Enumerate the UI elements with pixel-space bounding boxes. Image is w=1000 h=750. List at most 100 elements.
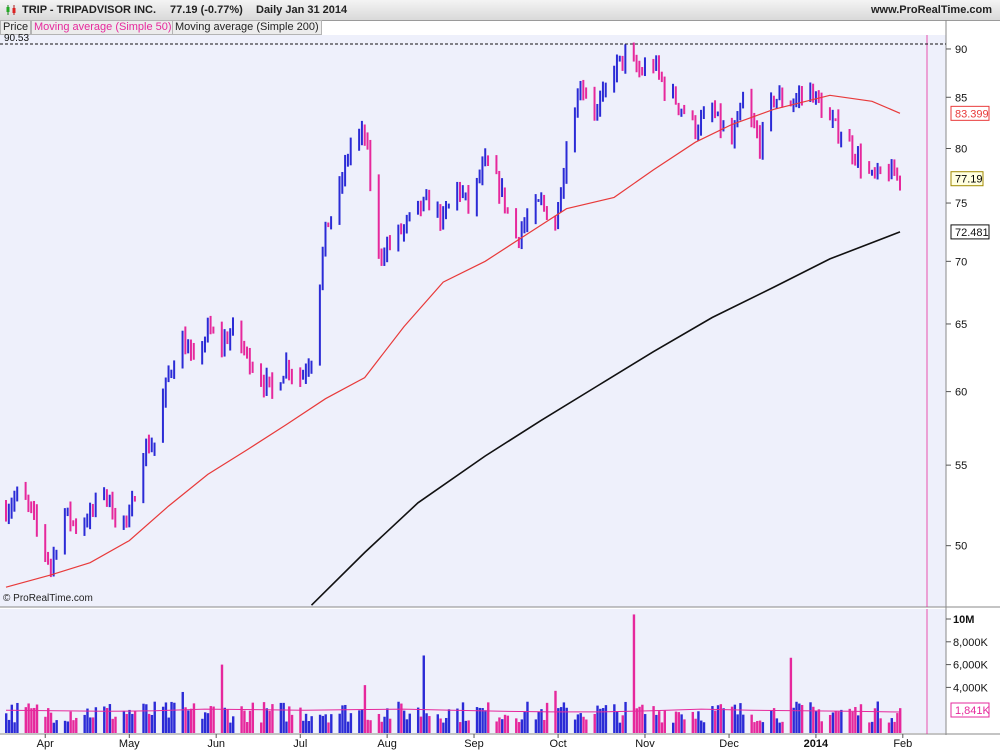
volume-bar [363,685,367,733]
volume-bar [380,721,383,733]
volume-bar [66,721,70,733]
last-ma200-tag: 72.481 [950,224,990,240]
volume-bar [697,711,700,733]
volume-bar [402,710,406,733]
volume-bar [557,708,560,733]
volume-bar [360,708,364,733]
volume-bar [722,708,725,733]
volume-bar [565,707,568,733]
legend-volume[interactable]: Volume [0,609,43,624]
x-tick-label: Sep [464,738,484,750]
volume-bar [770,710,773,733]
volume-bar [742,714,745,733]
legend-ma200[interactable]: Moving average (Simple 200) [172,20,322,35]
volume-bar [772,708,776,733]
volume-bar [582,716,585,733]
volume-bar [638,706,641,733]
volume-bar [739,703,742,733]
price-tick-label: 50 [955,541,967,553]
legend-volume-ma[interactable]: Moving average (Simple 50) [42,609,186,624]
volume-bar [635,708,638,733]
ma50-line [5,94,901,588]
volume-ma-tag: 1,841K [950,702,991,718]
volume-bar [464,720,468,733]
volume-bar [714,710,717,733]
volume-bar [873,708,877,733]
volume-bar [683,719,686,733]
volume-bar [615,711,619,733]
volume-bar [624,701,627,733]
volume-panel-bg [0,609,946,733]
price-tick-label: 85 [955,92,967,104]
volume-bar [475,707,479,733]
volume-bar [63,720,67,733]
volume-tick-label: 4,000K [953,682,989,694]
x-tick-label: Jul [293,738,307,750]
volume-bar [388,718,392,733]
volume-bar [262,702,266,733]
x-tick-label: Jun [207,738,225,750]
volume-bar [128,709,131,733]
volume-bar [94,707,98,733]
volume-bar [383,716,386,733]
volume-bar [671,722,675,733]
volume-bar [503,714,507,733]
volume-ma-value: 1,841K [955,705,991,717]
volume-bar [181,691,184,733]
volume-bar [268,710,271,733]
volume-bar [859,704,863,733]
volume-bar [223,707,226,733]
volume-bar [251,702,255,733]
last-ma50-tag: 83.399 [950,105,990,121]
volume-bar [534,719,538,733]
volume-bar [702,722,706,733]
volume-bar [288,706,291,733]
volume-bar [290,714,294,733]
volume-bar [52,722,56,733]
volume-bar [674,711,678,733]
brand-url[interactable]: www.ProRealTime.com [870,4,992,16]
volume-bar [515,718,518,733]
volume-bar [405,719,409,733]
volume-bar [271,704,274,733]
volume-bar [212,706,215,733]
price-tick-label: 90 [955,44,967,56]
volume-bar [879,718,882,733]
volume-bar [44,716,47,733]
volume-bar [694,718,697,733]
candlestick-icon [6,5,16,15]
volume-bar [660,722,664,733]
volume-bar [711,706,714,733]
price-chart[interactable]: 90.53 50 55 60 65 70 75 80 85 90 83.399 77.19 72… [0,0,1000,610]
volume-bar [265,708,269,733]
volume-bar [147,713,151,733]
volume-bar [851,711,854,733]
volume-bar [189,708,193,733]
volume-bar [758,720,762,733]
legend-price[interactable]: Price [0,20,32,35]
period-label: Daily Jan 31 2014 [256,4,348,16]
x-tick-label: Apr [37,738,54,750]
volume-bar [526,701,529,733]
volume-bar [114,716,117,733]
volume-bar [103,706,106,733]
volume-bar [604,705,608,733]
volume-bar [778,722,781,733]
volume-bar [170,701,173,733]
volume-bar [817,709,821,733]
volume-bar [632,614,636,733]
volume-tick-label: 6,000K [953,660,989,672]
volume-bar [260,722,263,733]
volume-bar [856,715,860,733]
volume-bar [461,702,465,733]
volume-bar [91,717,95,733]
volume-bar [495,721,498,733]
volume-bar [173,702,176,733]
volume-bar [324,714,327,733]
volume-bar [487,702,490,733]
volume-bar [55,720,58,733]
legend-ma50[interactable]: Moving average (Simple 50) [31,20,175,35]
volume-bar [896,713,899,733]
volume-bar [554,690,557,733]
volume-bar [442,722,445,733]
